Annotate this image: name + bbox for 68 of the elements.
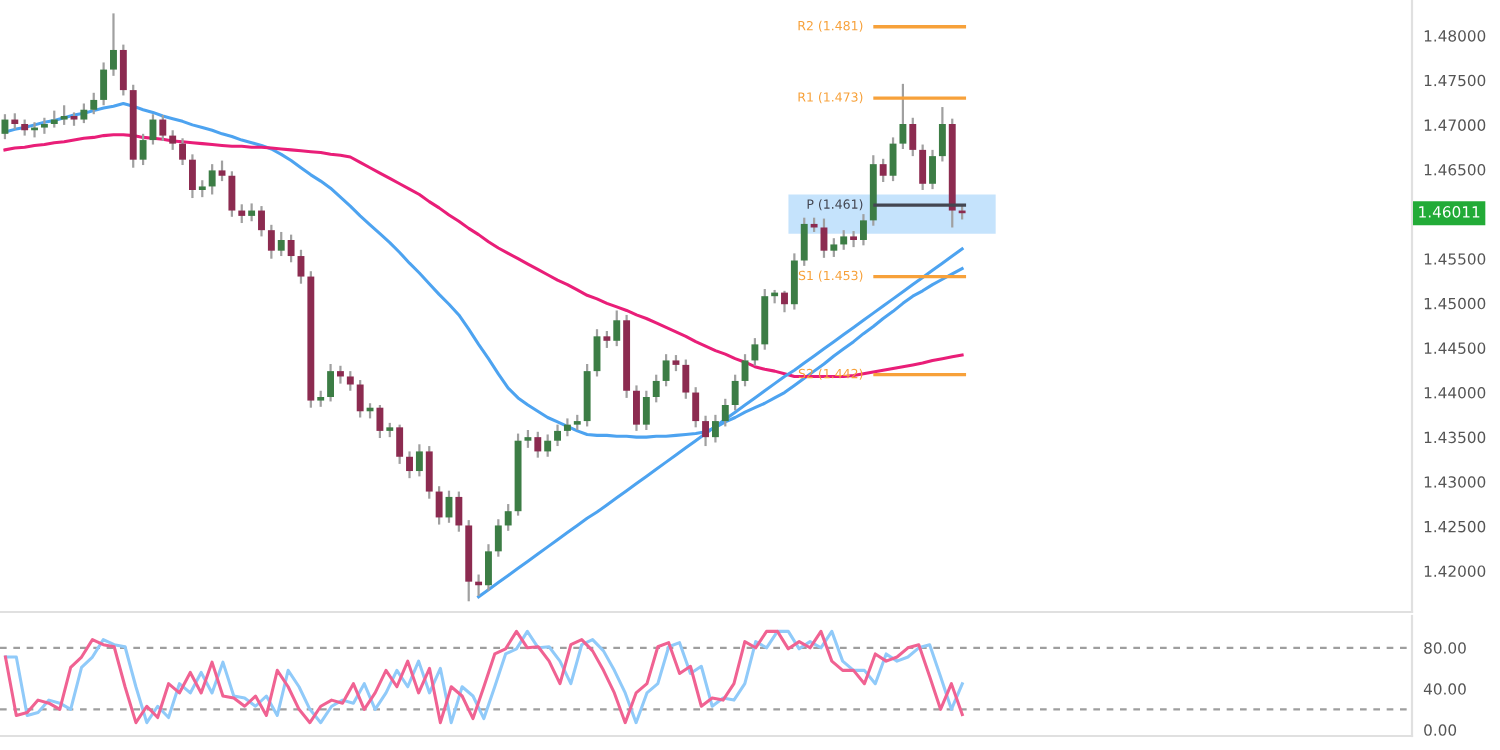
candlestick — [544, 433, 552, 458]
candlestick — [119, 43, 127, 97]
candlestick — [563, 417, 571, 438]
candlestick — [218, 159, 226, 183]
candlestick — [830, 237, 838, 259]
candlestick — [435, 485, 443, 526]
candlestick — [554, 423, 561, 448]
candlestick — [909, 116, 917, 158]
candlestick — [455, 490, 463, 533]
candlestick — [287, 233, 295, 264]
line-series — [3, 629, 964, 725]
candlestick — [228, 170, 236, 218]
candlestick — [662, 353, 670, 388]
candlestick — [80, 102, 88, 125]
candlestick — [494, 518, 502, 558]
candlestick — [149, 113, 157, 146]
candlestick — [238, 203, 246, 225]
candlestick — [781, 289, 788, 314]
candlestick — [346, 370, 354, 392]
candlestick — [208, 163, 216, 196]
candlestick — [840, 229, 848, 251]
candlestick — [790, 252, 798, 311]
candlestick — [188, 153, 196, 200]
candlestick — [899, 82, 907, 151]
candlestick — [425, 444, 433, 500]
candlestick — [1, 113, 9, 141]
candlestick — [859, 213, 867, 247]
candlestick — [100, 61, 108, 107]
candlestick — [692, 386, 700, 429]
candlestick — [336, 364, 344, 385]
candlestick — [800, 216, 808, 267]
candlestick — [139, 132, 147, 167]
candlestick — [929, 148, 936, 191]
candlestick — [110, 12, 117, 77]
candlestick — [938, 105, 946, 163]
candlestick — [879, 157, 887, 184]
candlestick — [60, 104, 68, 127]
candlestick — [356, 378, 364, 419]
candlestick — [919, 143, 927, 192]
candlestick — [267, 223, 275, 260]
candlestick — [40, 116, 48, 135]
candlestick — [702, 414, 710, 448]
candlestick — [820, 217, 828, 259]
candlestick — [159, 113, 167, 143]
candlestick — [731, 373, 739, 412]
candlestick — [277, 230, 285, 258]
candlestick — [327, 362, 335, 403]
candlestick — [534, 430, 542, 459]
candlestick — [850, 229, 858, 249]
candlestick — [633, 384, 640, 433]
candlestick — [179, 137, 187, 167]
candlestick — [682, 358, 690, 400]
candlestick — [258, 204, 265, 238]
candlestick — [169, 129, 177, 151]
candlestick — [889, 136, 897, 183]
candlestick — [415, 443, 423, 478]
candlestick — [406, 450, 413, 480]
candlestick — [504, 502, 512, 532]
candlestick — [711, 413, 719, 444]
candlestick — [721, 397, 729, 428]
candlestick — [751, 337, 759, 367]
candlestick — [652, 373, 660, 404]
candlestick — [376, 403, 384, 440]
candlestick — [396, 423, 404, 466]
candlestick — [613, 309, 621, 348]
candlestick — [642, 389, 650, 432]
candlestick — [90, 91, 98, 116]
candlestick — [485, 543, 492, 592]
